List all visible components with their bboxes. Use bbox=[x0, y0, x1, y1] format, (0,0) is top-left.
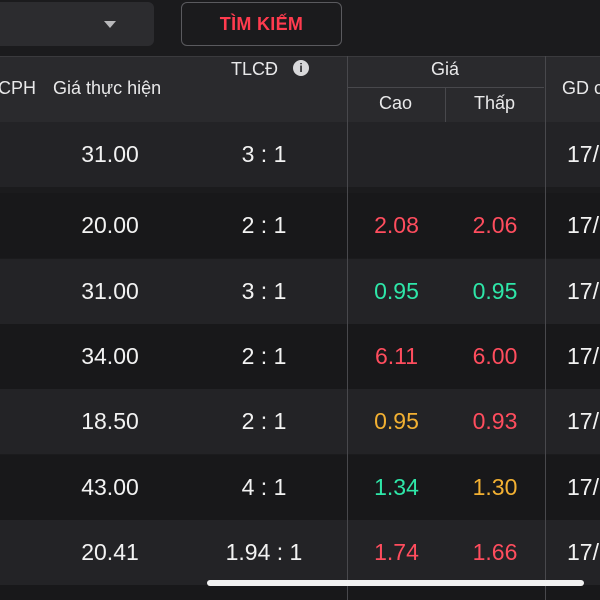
ratio-cell: 3 : 1 bbox=[241, 278, 287, 304]
price-high-cell: 1.34 bbox=[374, 474, 419, 500]
price-low-cell: 0.95 bbox=[472, 278, 518, 304]
price-low-cell: 2.06 bbox=[472, 212, 518, 238]
header-ratio[interactable]: TLCĐ bbox=[231, 59, 279, 79]
table-row[interactable]: 31.00 3 : 1 17/ bbox=[0, 122, 600, 187]
header-last-trade[interactable]: GD c bbox=[562, 78, 600, 98]
price-low-cell: 6.00 bbox=[472, 343, 518, 369]
header-price-high[interactable]: Cao bbox=[379, 93, 413, 113]
last-trade-cell: 17/ bbox=[567, 539, 599, 565]
table-row[interactable]: 20.00 2 : 1 2.08 2.06 17/ bbox=[0, 193, 600, 258]
strike-price-cell: 31.00 bbox=[81, 141, 139, 167]
table-header: CPH Giá thực hiện TLCĐ i Giá Cao Thấp GD… bbox=[0, 56, 600, 123]
home-indicator[interactable] bbox=[207, 580, 584, 586]
ratio-cell: 2 : 1 bbox=[241, 212, 287, 238]
table-row[interactable] bbox=[0, 585, 600, 600]
table-row[interactable]: 34.00 2 : 1 6.11 6.00 17/ bbox=[0, 324, 600, 389]
header-price-group: Giá bbox=[431, 59, 460, 79]
header-cph[interactable]: CPH bbox=[0, 78, 37, 98]
price-low-cell: 1.30 bbox=[472, 474, 518, 500]
column-divider bbox=[545, 56, 546, 600]
last-trade-cell: 17/ bbox=[567, 141, 599, 167]
ratio-cell: 3 : 1 bbox=[241, 141, 287, 167]
last-trade-cell: 17/ bbox=[567, 212, 599, 238]
search-button[interactable]: TÌM KIẾM bbox=[181, 2, 342, 46]
column-divider bbox=[347, 56, 348, 600]
filter-dropdown[interactable] bbox=[0, 2, 154, 46]
strike-price-cell: 20.41 bbox=[81, 539, 139, 565]
price-high-cell bbox=[348, 122, 445, 187]
table-row[interactable]: 18.50 2 : 1 0.95 0.93 17/ bbox=[0, 389, 600, 454]
strike-price-cell: 18.50 bbox=[81, 408, 139, 434]
price-low-cell: 0.93 bbox=[472, 408, 518, 434]
table-row[interactable]: 20.41 1.94 : 1 1.74 1.66 17/ bbox=[0, 520, 600, 585]
strike-price-cell: 34.00 bbox=[81, 343, 139, 369]
last-trade-cell: 17/ bbox=[567, 408, 599, 434]
ratio-cell: 1.94 : 1 bbox=[225, 539, 303, 565]
last-trade-cell: 17/ bbox=[567, 474, 599, 500]
header-divider bbox=[445, 87, 446, 123]
last-trade-cell: 17/ bbox=[567, 343, 599, 369]
table-row[interactable]: 31.00 3 : 1 0.95 0.95 17/ bbox=[0, 259, 600, 324]
price-high-cell: 0.95 bbox=[374, 278, 419, 304]
price-low-cell bbox=[446, 122, 544, 187]
chevron-down-icon[interactable] bbox=[104, 21, 116, 28]
price-high-cell: 1.74 bbox=[374, 539, 419, 565]
last-trade-cell: 17/ bbox=[567, 278, 599, 304]
ratio-cell: 2 : 1 bbox=[241, 343, 287, 369]
price-low-cell: 1.66 bbox=[472, 539, 518, 565]
price-high-cell: 0.95 bbox=[374, 408, 419, 434]
strike-price-cell: 31.00 bbox=[81, 278, 139, 304]
ratio-cell: 4 : 1 bbox=[241, 474, 287, 500]
strike-price-cell: 43.00 bbox=[81, 474, 139, 500]
price-high-cell: 2.08 bbox=[374, 212, 419, 238]
price-high-cell: 6.11 bbox=[374, 343, 419, 369]
info-icon[interactable]: i bbox=[293, 60, 309, 76]
table-row[interactable]: 43.00 4 : 1 1.34 1.30 17/ bbox=[0, 455, 600, 520]
ratio-cell: 2 : 1 bbox=[241, 408, 287, 434]
strike-price-cell: 20.00 bbox=[81, 212, 139, 238]
header-strike-price[interactable]: Giá thực hiện bbox=[53, 78, 162, 98]
top-toolbar: TÌM KIẾM bbox=[0, 0, 600, 56]
header-price-low[interactable]: Thấp bbox=[474, 93, 516, 113]
